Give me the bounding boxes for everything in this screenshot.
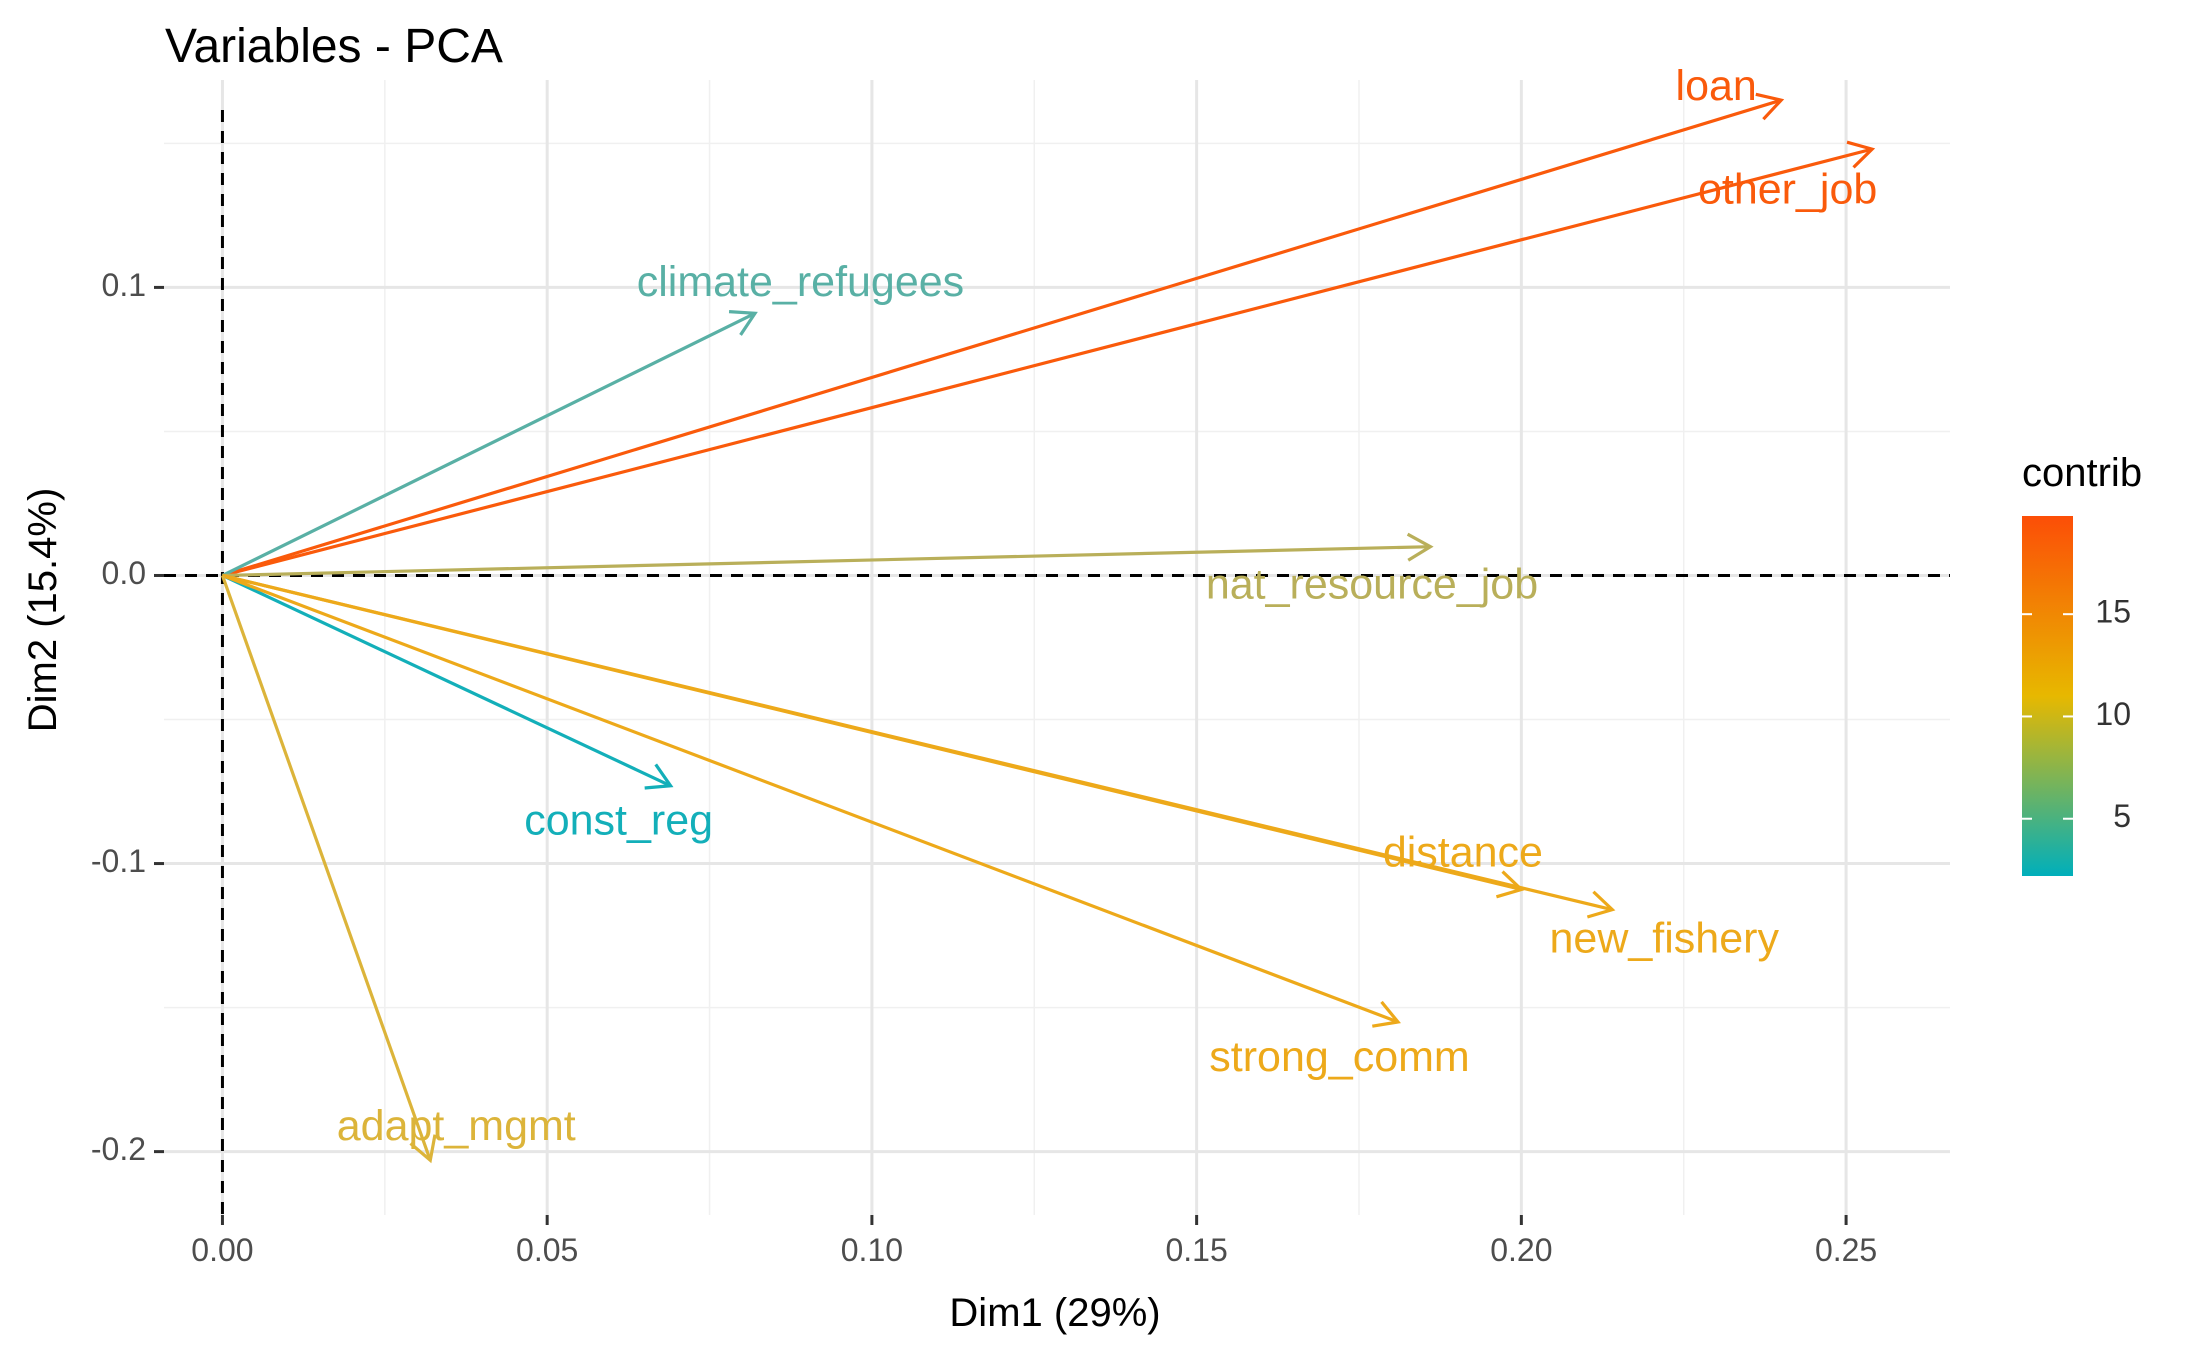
x-tick-label: 0.15: [1165, 1232, 1227, 1268]
arrow-shaft-loan: [221, 98, 1782, 578]
arrow-head-strong_comm: [1372, 1000, 1401, 1028]
arrow-const_reg: [221, 574, 674, 790]
variable-label-climate_refugees: climate_refugees: [637, 258, 964, 306]
arrow-shaft-strong_comm: [221, 573, 1399, 1024]
legend: contrib 5 10 15: [2022, 451, 2142, 876]
x-axis-title: Dim1 (29%): [949, 1291, 1160, 1335]
arrow-new_fishery: [222, 573, 1616, 919]
variable-label-new_fishery: new_fishery: [1550, 915, 1780, 963]
variable-label-strong_comm: strong_comm: [1209, 1033, 1469, 1081]
arrow-shaft-const_reg: [221, 574, 672, 788]
arrow-other_job: [222, 140, 1876, 578]
variable-label-other_job: other_job: [1698, 166, 1877, 214]
arrow-head-const_reg: [644, 763, 674, 790]
y-tick-label: -0.1: [91, 843, 146, 879]
arrow-climate_refugees: [221, 310, 758, 577]
x-tick-label: 0.20: [1490, 1232, 1552, 1268]
variable-arrows: [220, 92, 1876, 1164]
y-axis-title: Dim2 (15.4%): [21, 488, 65, 733]
x-tick-label: 0.00: [191, 1232, 253, 1268]
legend-tick-label: 15: [2095, 594, 2131, 630]
legend-ticks: 5 10 15: [2022, 594, 2131, 834]
arrow-shaft-adapt_mgmt: [220, 574, 432, 1161]
arrow-adapt_mgmt: [220, 574, 437, 1164]
legend-title: contrib: [2022, 451, 2142, 495]
legend-tick-label: 5: [2113, 798, 2131, 834]
arrow-head-adapt_mgmt: [409, 1134, 437, 1164]
variable-label-distance: distance: [1383, 828, 1543, 876]
arrow-head-distance: [1495, 870, 1525, 899]
x-tick-label: 0.25: [1815, 1232, 1877, 1268]
variable-label-loan: loan: [1676, 62, 1757, 110]
arrow-head-other_job: [1846, 140, 1876, 169]
arrow-head-climate_refugees: [728, 310, 758, 336]
legend-tick-label: 10: [2095, 696, 2131, 732]
x-tick-label: 0.05: [516, 1232, 578, 1268]
variable-label-adapt_mgmt: adapt_mgmt: [337, 1102, 576, 1150]
chart-title: Variables - PCA: [165, 20, 503, 73]
arrow-head-new_fishery: [1586, 890, 1616, 919]
arrow-strong_comm: [221, 573, 1401, 1028]
grid: [164, 80, 1950, 1215]
reference-lines: [164, 110, 1950, 1215]
axes: 0.00 0.05 0.10 0.15 0.20 0.25 -0.2 -0.1 0.0 0.1: [91, 267, 1877, 1268]
arrow-shaft-nat_resource_job: [222, 545, 1431, 578]
arrow-head-nat_resource_job: [1406, 532, 1434, 562]
legend-colorbar: [2022, 516, 2073, 876]
variable-label-const_reg: const_reg: [524, 797, 713, 845]
variable-label-nat_resource_job: nat_resource_job: [1206, 560, 1538, 608]
arrow-nat_resource_job: [222, 532, 1434, 578]
x-tick-label: 0.10: [841, 1232, 903, 1268]
arrow-head-loan: [1755, 92, 1785, 121]
arrow-loan: [221, 92, 1785, 578]
arrow-shaft-other_job: [222, 147, 1873, 578]
arrow-shaft-new_fishery: [222, 573, 1613, 912]
y-tick-label: -0.2: [91, 1131, 146, 1167]
variable-labels: loan other_job climate_refugees nat_resourc…: [337, 62, 1878, 1150]
y-tick-label: 0.1: [102, 267, 146, 303]
y-tick-label: 0.0: [102, 555, 146, 591]
arrow-shaft-climate_refugees: [221, 311, 756, 577]
